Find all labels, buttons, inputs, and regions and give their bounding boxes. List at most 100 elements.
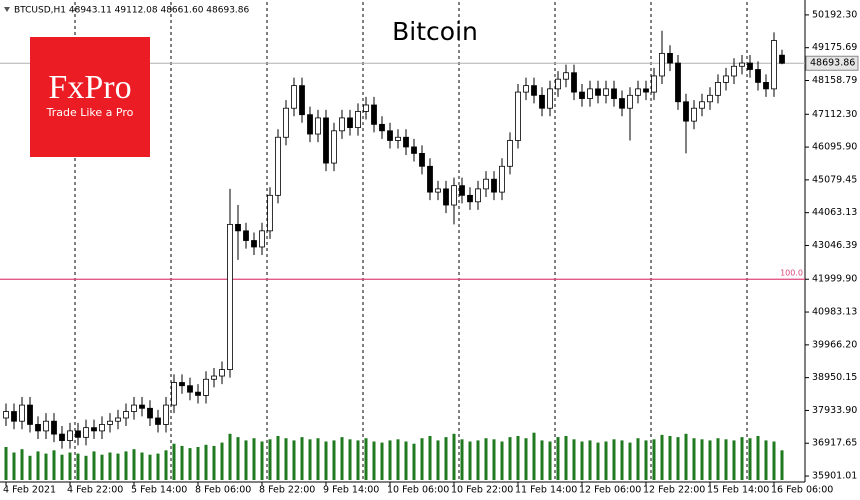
candle-body <box>291 85 297 109</box>
volume-bar <box>84 455 88 480</box>
candle-body <box>67 430 73 441</box>
volume-bar <box>548 441 552 480</box>
x-tick-label: 11 Feb 14:00 <box>515 485 577 496</box>
level-label: 100.0 <box>780 269 803 278</box>
volume-bar <box>748 438 752 480</box>
volume-bar <box>372 441 376 480</box>
volume-bar <box>92 451 96 480</box>
x-tick-label: 8 Feb 06:00 <box>195 485 251 496</box>
y-tick-label: 40983.13 <box>812 307 857 318</box>
y-tick-label: 43046.39 <box>812 240 857 251</box>
candle-body <box>283 107 289 138</box>
candle-body <box>395 136 401 141</box>
y-tick-label: 35901.01 <box>812 471 857 482</box>
volume-bar <box>620 440 624 480</box>
volume-bar <box>180 445 184 480</box>
volume-bar <box>484 438 488 480</box>
candle-body <box>251 240 257 248</box>
volume-bar <box>76 453 80 480</box>
candle-body <box>699 101 705 109</box>
volume-bar <box>260 441 264 480</box>
x-tick-label: 5 Feb 14:00 <box>131 485 187 496</box>
volume-bar <box>380 442 384 480</box>
y-tick-label: 36917.65 <box>812 438 857 449</box>
volume-bar <box>452 433 456 480</box>
candle-body <box>659 52 665 77</box>
x-tick-label: 16 Feb 06:00 <box>771 485 833 496</box>
candle-body <box>243 230 249 241</box>
y-tick-label: 46095.90 <box>812 142 857 153</box>
candle-body <box>419 152 425 167</box>
header-icon <box>4 7 10 12</box>
volume-bar <box>500 441 504 480</box>
volume-bar <box>436 440 440 480</box>
volume-bar <box>284 438 288 480</box>
volume-bar <box>12 452 16 480</box>
candle-body <box>435 188 441 193</box>
logo: FxPro Trade Like a Pro <box>30 37 150 157</box>
candle-body <box>331 130 337 164</box>
volume-bar <box>612 439 616 480</box>
volume-bar <box>356 440 360 480</box>
candle-body <box>467 194 473 203</box>
x-tick-label: 12 Feb 06:00 <box>579 485 641 496</box>
volume-bar <box>60 454 64 480</box>
logo-brand: FxPro <box>48 69 131 106</box>
volume-bar <box>604 441 608 480</box>
candle-body <box>747 62 753 70</box>
candle-body <box>643 88 649 93</box>
candle-body <box>515 91 521 141</box>
candle-body <box>379 123 385 132</box>
candle-body <box>547 88 553 109</box>
volume-bar <box>292 440 296 480</box>
volume-bar <box>588 440 592 480</box>
volume-bar <box>388 440 392 480</box>
volume-bar <box>108 452 112 480</box>
candle-body <box>19 404 25 422</box>
volume-bar <box>412 443 416 480</box>
volume-bar <box>420 438 424 480</box>
candle-body <box>75 430 81 438</box>
candle-body <box>43 420 49 432</box>
candle-body <box>595 88 601 96</box>
candle-body <box>35 424 41 432</box>
volume-bar <box>348 439 352 480</box>
candle-body <box>483 178 489 190</box>
y-tick-label: 49175.69 <box>812 42 857 53</box>
candle-body <box>203 378 209 396</box>
volume-bar <box>396 439 400 480</box>
volume-bar <box>404 441 408 480</box>
volume-bar <box>516 436 520 480</box>
volume-bar <box>44 453 48 480</box>
candle-body <box>11 411 17 422</box>
volume-bar <box>492 439 496 480</box>
candle-body <box>163 404 169 425</box>
volume-bar <box>428 436 432 480</box>
candle-body <box>507 140 513 167</box>
volume-bar <box>148 454 152 480</box>
volume-bar <box>660 434 664 480</box>
candle-body <box>51 420 57 435</box>
candle-body <box>99 424 105 432</box>
y-tick-label: 44063.13 <box>812 207 857 218</box>
candle-body <box>339 117 345 132</box>
candle-body <box>491 178 497 193</box>
volume-bar <box>628 442 632 480</box>
volume-bar <box>580 441 584 480</box>
volume-bar <box>540 440 544 480</box>
candle-body <box>211 375 217 380</box>
candle-body <box>755 69 761 83</box>
candle-body <box>355 111 361 128</box>
candle-body <box>739 62 745 67</box>
candle-body <box>131 404 137 412</box>
candle-body <box>563 72 569 80</box>
volume-bar <box>28 455 32 480</box>
candle-body <box>139 404 145 409</box>
volume-bar <box>236 437 240 480</box>
candle-body <box>691 107 697 122</box>
x-tick-label: 10 Feb 06:00 <box>387 485 449 496</box>
candle-body <box>371 104 377 125</box>
volume-bar <box>708 440 712 480</box>
volume-bar <box>196 447 200 480</box>
